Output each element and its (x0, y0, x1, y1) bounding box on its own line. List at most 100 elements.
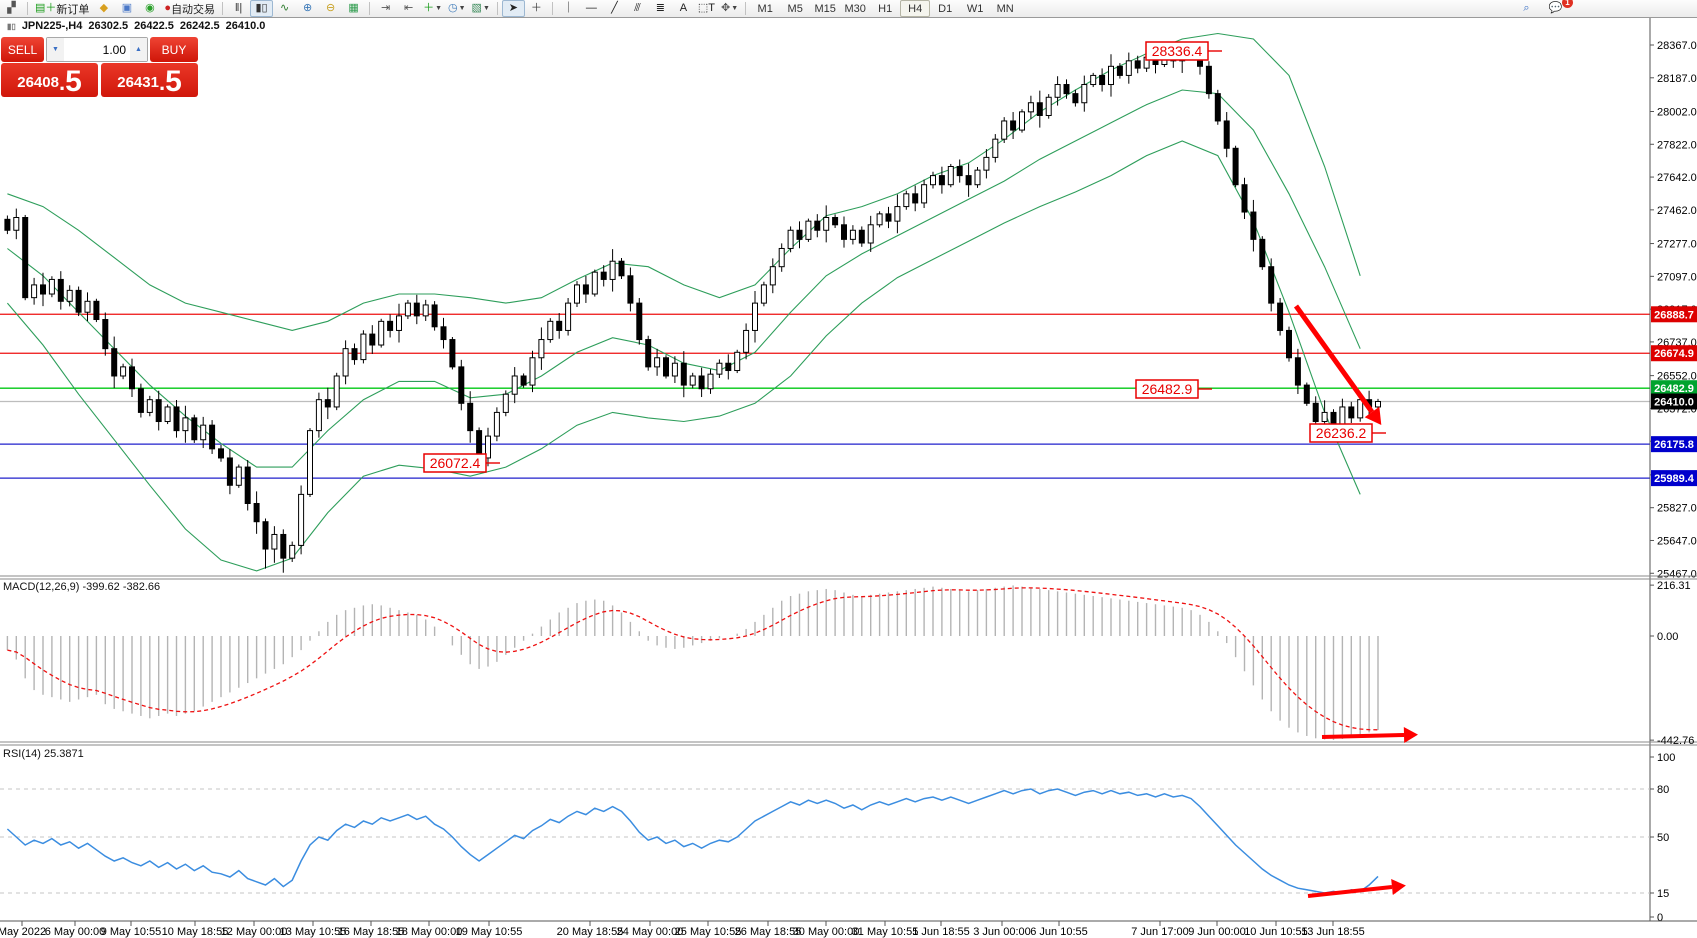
timeframe-m15[interactable]: M15 (814, 2, 836, 15)
candle (520, 375, 527, 386)
indicators-button[interactable]: ＋ ▼ (423, 2, 442, 14)
timeframe-w1[interactable]: W1 (966, 2, 984, 15)
zoom-in-icon[interactable]: ⊕ (302, 2, 313, 14)
line-chart-mode-icon[interactable]: ∿ (279, 2, 290, 14)
volume-increase-button[interactable]: ▲ (130, 38, 147, 61)
signals-icon[interactable]: ◉ (145, 2, 155, 14)
candle (841, 224, 847, 240)
svg-text:26552.0: 26552.0 (1657, 371, 1697, 383)
templates-button[interactable]: ▧ ▼ (471, 2, 490, 14)
candle (1045, 96, 1052, 116)
volume-decrease-button[interactable]: ▼ (47, 38, 64, 61)
candle (796, 229, 803, 240)
macd-pane: 216.31 0.00 -442.76 (6, 580, 1694, 747)
notification-badge: 1 (1562, 0, 1573, 8)
timeframe-mn[interactable]: MN (996, 2, 1014, 15)
auto-scroll-icon[interactable]: ⇥ (380, 2, 391, 14)
timeframe-h1[interactable]: H1 (878, 2, 893, 15)
candle (84, 300, 91, 313)
buy-price-pip: 5 (165, 65, 182, 98)
candle (431, 304, 438, 328)
trend-arrow-main[interactable] (1293, 304, 1382, 426)
crosshair-tool-icon[interactable]: ＋ (530, 2, 542, 14)
horizontal-line-tool-icon[interactable]: — (585, 2, 597, 14)
candle (1277, 302, 1284, 331)
svg-text:13 May 10:55: 13 May 10:55 (280, 926, 347, 938)
candle (618, 260, 625, 277)
sell-price-panel[interactable]: 26408. 5 (1, 63, 98, 97)
text-tool-icon[interactable]: A (679, 2, 688, 14)
timeframe-m5[interactable]: M5 (787, 2, 803, 15)
candle (787, 229, 794, 249)
candle (369, 333, 376, 346)
price-text-label[interactable]: 26482.9 (1135, 379, 1212, 399)
candle (1081, 84, 1088, 104)
arrow-head (1391, 879, 1406, 895)
price-text-label[interactable]: 26072.4 (423, 453, 500, 473)
arrow-head (1364, 406, 1382, 426)
candle (440, 326, 447, 341)
candle (1294, 357, 1301, 386)
candle (1375, 400, 1381, 408)
candle (636, 302, 643, 341)
svg-text:28367.0: 28367.0 (1657, 40, 1697, 52)
label-tool-icon[interactable]: ⬚T (697, 2, 716, 14)
candle (921, 184, 928, 204)
periods-button[interactable]: ◷ ▼ (448, 2, 466, 14)
profiles-icon[interactable]: ◆ (99, 2, 109, 14)
tile-windows-icon[interactable]: ▦ (348, 2, 359, 14)
candle (467, 402, 474, 432)
candle (226, 457, 233, 486)
trend-arrow-macd[interactable] (1321, 727, 1418, 743)
candle (271, 533, 278, 550)
price-text-label[interactable]: 28336.4 (1145, 41, 1222, 61)
chat-icon[interactable]: 💬 1 (1544, 0, 1573, 17)
window-icon[interactable]: ▞ (7, 2, 16, 14)
buy-button[interactable]: BUY (150, 37, 198, 62)
fibonacci-tool-icon[interactable]: ≣ (655, 2, 665, 14)
cursor-tool-icon[interactable]: ➤ (501, 0, 525, 17)
zoom-out-icon[interactable]: ⊖ (325, 2, 336, 14)
candle (654, 357, 661, 368)
candle (458, 366, 465, 404)
timeframe-h4[interactable]: H4 (900, 0, 931, 17)
candlestick-mode-icon[interactable]: ▮▯ (250, 0, 274, 17)
sell-price-main: 26408 (17, 74, 59, 91)
price-text-label[interactable]: 26236.2 (1309, 423, 1386, 443)
price-axis[interactable]: 28367.0 28187.0 28002.0 27822.0 27642.0 27462… (1649, 17, 1697, 921)
sell-button[interactable]: SELL (1, 37, 44, 62)
ohlc-open: 26302.5 (88, 20, 129, 32)
candle (342, 348, 349, 377)
candle (876, 213, 883, 226)
svg-text:1 Jun 18:55: 1 Jun 18:55 (912, 926, 970, 938)
candle (1223, 120, 1230, 149)
trend-arrow-rsi[interactable] (1307, 879, 1406, 898)
candle (680, 362, 687, 386)
candle (609, 260, 616, 280)
timeframe-m1[interactable]: M1 (757, 2, 773, 15)
volume-input[interactable] (64, 38, 130, 61)
arrows-tool-icon[interactable]: ✥ ▼ (721, 2, 739, 14)
svg-text:28187.0: 28187.0 (1657, 73, 1697, 85)
candle (1036, 102, 1043, 116)
candle (493, 411, 500, 437)
timeframe-m30[interactable]: M30 (844, 2, 866, 15)
candle (663, 357, 669, 377)
chart-shift-icon[interactable]: ⇤ (403, 2, 414, 14)
market-watch-icon[interactable]: ▣ (121, 2, 133, 14)
trendline-tool-icon[interactable]: ╱ (611, 2, 618, 14)
svg-text:26 May 18:55: 26 May 18:55 (735, 926, 802, 938)
new-order-button[interactable]: ▤＋ 新订单 (32, 0, 92, 17)
search-icon[interactable]: ⌕ (1523, 2, 1530, 14)
timeframe-d1[interactable]: D1 (938, 2, 953, 15)
vertical-line-tool-icon[interactable]: ｜ (562, 2, 574, 14)
candle (146, 399, 153, 413)
channel-tool-icon[interactable]: ⫻ (634, 2, 641, 14)
candle (752, 302, 758, 331)
auto-trading-button[interactable]: ● 自动交易 (161, 0, 218, 17)
buy-price-panel[interactable]: 26431. 5 (101, 63, 198, 97)
candle (716, 362, 723, 375)
bar-chart-mode-icon[interactable]: ǁ| (234, 2, 243, 14)
